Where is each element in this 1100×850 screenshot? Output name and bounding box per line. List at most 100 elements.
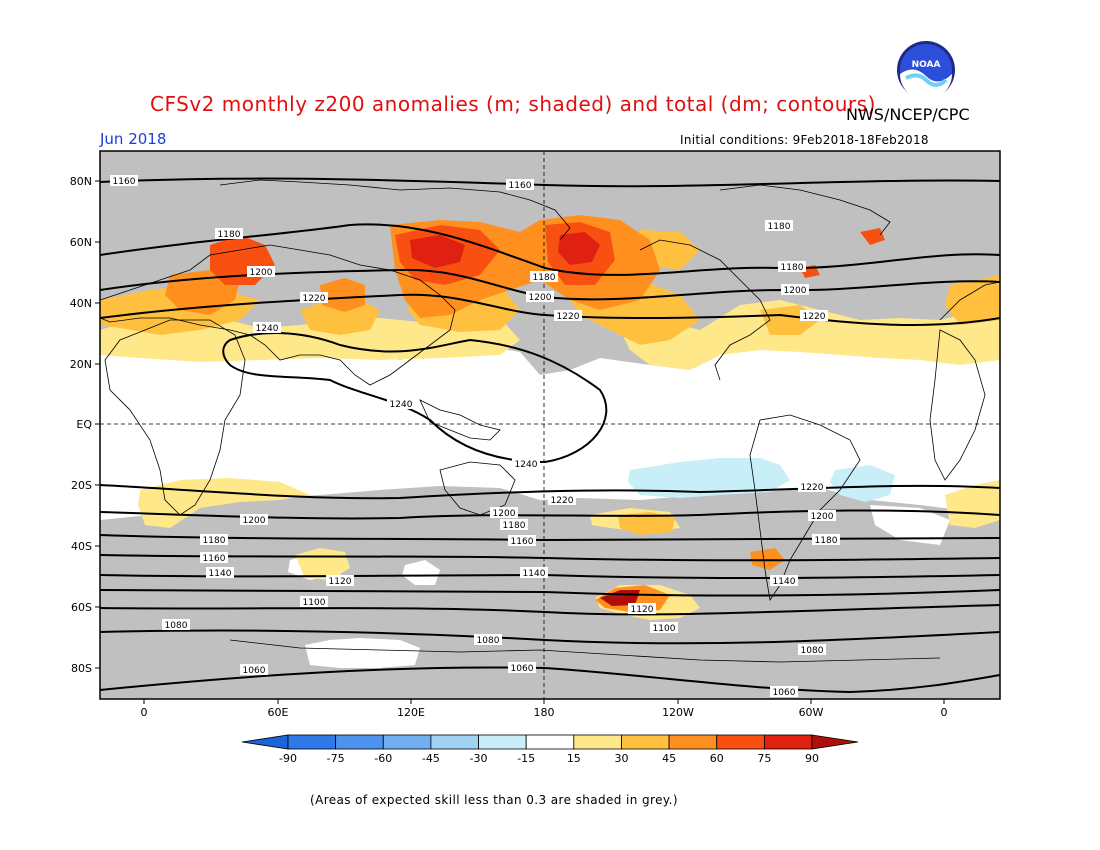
- colorbar-swatch: [525, 734, 575, 750]
- colorbar-swatch: [335, 734, 384, 750]
- svg-text:1140: 1140: [209, 569, 232, 579]
- contour-label: 1200: [247, 266, 275, 278]
- contour-label: 1060: [240, 664, 268, 676]
- svg-text:1120: 1120: [631, 605, 654, 615]
- contour-label: 1080: [162, 619, 190, 631]
- svg-text:1220: 1220: [557, 312, 580, 322]
- colorbar-label: 75: [757, 752, 771, 765]
- svg-text:1100: 1100: [653, 624, 676, 634]
- contour-label: 1140: [520, 567, 548, 579]
- contour-label: 1160: [508, 535, 536, 547]
- contour-label: 1200: [490, 507, 518, 519]
- contour-label: 1140: [770, 575, 798, 587]
- lat-label: EQ: [76, 418, 92, 431]
- svg-text:1140: 1140: [773, 577, 796, 587]
- svg-text:1080: 1080: [477, 636, 500, 646]
- svg-text:1160: 1160: [203, 554, 226, 564]
- contour-label: 1240: [253, 322, 281, 334]
- svg-text:1080: 1080: [165, 621, 188, 631]
- chart-title: CFSv2 monthly z200 anomalies (m; shaded)…: [150, 92, 876, 116]
- initial-conditions: Initial conditions: 9Feb2018-18Feb2018: [680, 133, 929, 147]
- forecast-month: Jun 2018: [100, 130, 167, 148]
- contour-label: 1180: [215, 228, 243, 240]
- lat-label: 60N: [70, 236, 92, 249]
- svg-text:1180: 1180: [218, 230, 241, 240]
- colorbar-label: -75: [327, 752, 345, 765]
- contour-label: 1200: [240, 514, 268, 526]
- colorbar-swatch: [668, 734, 718, 750]
- svg-text:1180: 1180: [781, 263, 804, 273]
- contour-label: 1220: [800, 310, 828, 322]
- agency-label: NWS/NCEP/CPC: [846, 105, 970, 124]
- svg-text:1180: 1180: [815, 536, 838, 546]
- colorbar-swatch: [382, 734, 432, 750]
- contour-label: 1120: [326, 575, 354, 587]
- colorbar-arrow-left: [241, 734, 289, 750]
- contour-label: 1240: [512, 458, 540, 470]
- colorbar-label: -60: [374, 752, 392, 765]
- noaa-logo-icon: NOAA: [897, 41, 955, 100]
- contour-label: 1180: [530, 271, 558, 283]
- lat-axis: 80N 60N 40N 20N EQ 20S 40S 60S 80S: [70, 175, 100, 675]
- svg-text:1240: 1240: [390, 400, 413, 410]
- colorbar-label: 90: [805, 752, 819, 765]
- colorbar-label: -90: [279, 752, 297, 765]
- colorbar-swatch: [478, 734, 527, 750]
- contour-label: 1220: [300, 292, 328, 304]
- colorbar-label: 45: [662, 752, 676, 765]
- lon-label: 60W: [799, 706, 824, 719]
- lat-label: 80N: [70, 175, 92, 188]
- svg-text:1220: 1220: [801, 483, 824, 493]
- lat-label: 40N: [70, 297, 92, 310]
- lon-axis: 0 60E 120E 180 120W 60W 0: [141, 699, 948, 719]
- svg-text:1060: 1060: [243, 666, 266, 676]
- svg-text:1180: 1180: [203, 536, 226, 546]
- contour-label: 1220: [554, 310, 582, 322]
- colorbar-arrow-right: [811, 734, 859, 750]
- colorbar-swatch: [763, 734, 813, 750]
- contour-label: 1060: [770, 686, 798, 698]
- colorbar-label: -15: [517, 752, 535, 765]
- colorbar-label: -45: [422, 752, 440, 765]
- svg-text:1200: 1200: [243, 516, 266, 526]
- svg-text:1060: 1060: [773, 688, 796, 698]
- svg-text:1180: 1180: [768, 222, 791, 232]
- svg-text:1180: 1180: [503, 521, 526, 531]
- contour-label: 1140: [206, 567, 234, 579]
- map-frame: [99, 150, 1001, 700]
- colorbar-label: 30: [614, 752, 628, 765]
- contour-label: 1100: [650, 622, 678, 634]
- colorbar-swatch: [621, 734, 670, 750]
- lat-label: 40S: [71, 540, 92, 553]
- lon-label: 60E: [268, 706, 289, 719]
- svg-text:1200: 1200: [784, 286, 807, 296]
- svg-text:1240: 1240: [515, 460, 538, 470]
- contour-label: 1180: [500, 519, 528, 531]
- lat-label: 20N: [70, 358, 92, 371]
- colorbar-swatch: [573, 734, 622, 750]
- svg-text:1140: 1140: [523, 569, 546, 579]
- lon-label: 0: [141, 706, 148, 719]
- svg-text:1220: 1220: [551, 496, 574, 506]
- svg-text:1200: 1200: [250, 268, 273, 278]
- colorbar-swatch: [287, 734, 337, 750]
- svg-text:1200: 1200: [529, 293, 552, 303]
- lat-label: 60S: [71, 601, 92, 614]
- contour-label: 1080: [798, 644, 826, 656]
- svg-text:1120: 1120: [329, 577, 352, 587]
- colorbar-label: 60: [710, 752, 724, 765]
- svg-text:1160: 1160: [509, 181, 532, 191]
- lon-label: 180: [534, 706, 555, 719]
- svg-text:1080: 1080: [801, 646, 824, 656]
- svg-text:1060: 1060: [511, 664, 534, 674]
- contour-label: 1200: [808, 510, 836, 522]
- svg-text:1220: 1220: [803, 312, 826, 322]
- contour-label: 1120: [628, 603, 656, 615]
- footnote: (Areas of expected skill less than 0.3 a…: [310, 793, 678, 807]
- svg-text:1200: 1200: [811, 512, 834, 522]
- svg-text:NOAA: NOAA: [912, 60, 941, 70]
- colorbar-swatch: [430, 734, 479, 750]
- colorbar-label: 15: [567, 752, 581, 765]
- contour-label: 1180: [765, 220, 793, 232]
